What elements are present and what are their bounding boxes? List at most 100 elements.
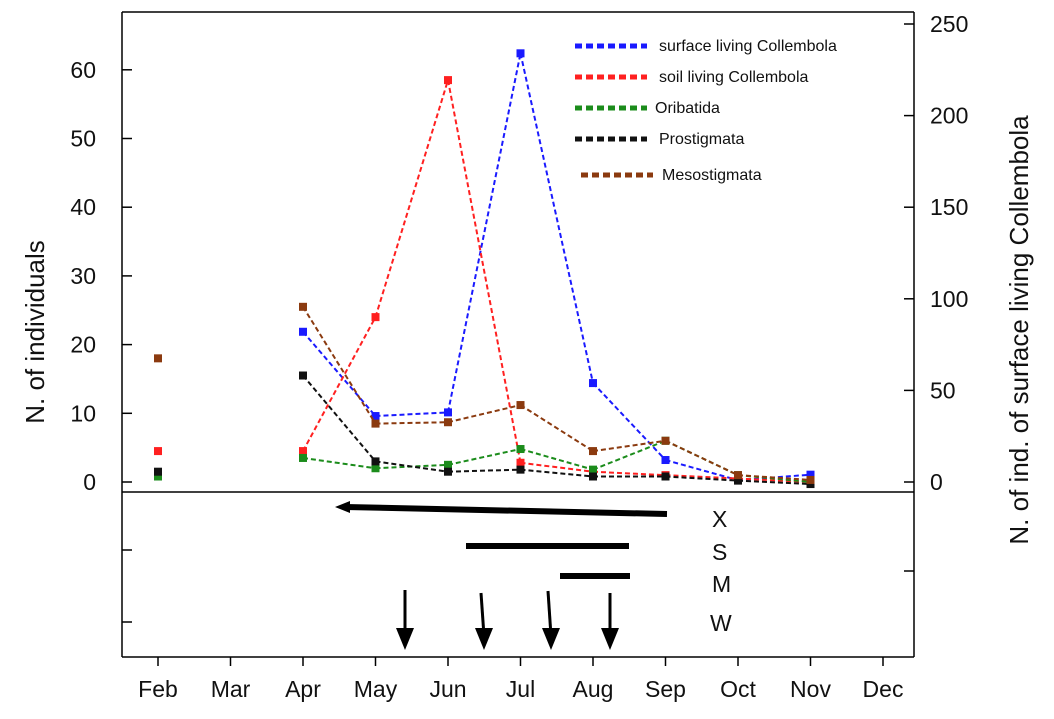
data-point — [516, 458, 525, 467]
x-tick-label: May — [354, 676, 398, 702]
data-point — [154, 447, 162, 456]
x-tick-label: Jun — [429, 676, 466, 702]
data-point — [154, 472, 162, 481]
x-tick-label: Nov — [790, 676, 831, 702]
y-tick-label: 10 — [70, 400, 96, 426]
series-line-segment — [592, 382, 667, 461]
y-tick-label: 20 — [70, 332, 96, 358]
series-line-segment — [520, 448, 594, 471]
data-point — [661, 436, 670, 445]
data-point — [154, 354, 162, 363]
y2-tick-label: 0 — [930, 469, 943, 495]
data-point — [806, 480, 815, 489]
y2-tick-label: 250 — [930, 11, 968, 37]
y-tick-label: 40 — [70, 194, 96, 220]
y2-tick-label: 150 — [930, 194, 968, 220]
data-point — [589, 472, 597, 481]
series-line-segment — [447, 448, 521, 466]
series-line-segment — [519, 53, 594, 384]
legend-label: surface living Collembola — [659, 38, 837, 55]
series-line-segment — [447, 404, 521, 424]
series-line-segment — [447, 79, 522, 463]
data-point — [734, 476, 742, 485]
period-bar-x-arrowhead — [335, 501, 350, 513]
y-tick-label: 50 — [70, 126, 96, 152]
data-point — [299, 453, 307, 462]
x-tick-label: Jul — [506, 676, 535, 702]
series-line-segment — [447, 468, 521, 473]
data-point — [444, 460, 452, 469]
data-point — [299, 302, 307, 311]
data-point — [444, 467, 452, 476]
series-layer — [154, 49, 815, 489]
series-line-segment — [302, 331, 377, 417]
w-arrow-head — [396, 628, 414, 650]
y2-axis-ticks: 0 50 100 150 200 250 — [904, 11, 968, 495]
w-arrow-head — [542, 628, 560, 650]
data-point — [154, 467, 162, 476]
series-3 — [154, 371, 815, 489]
series-line-segment — [665, 459, 739, 482]
legend-label: Mesostigmata — [662, 167, 762, 184]
w-arrow-head — [475, 628, 493, 650]
series-line-segment — [520, 468, 594, 478]
data-point — [444, 76, 452, 85]
data-point — [371, 419, 380, 428]
data-point — [371, 412, 380, 421]
data-point — [444, 408, 452, 417]
series-line-segment — [447, 53, 522, 413]
x-tick-label: Feb — [138, 676, 178, 702]
y2-tick-label: 50 — [930, 377, 956, 403]
y2-tick-label: 200 — [930, 103, 968, 129]
period-bar-x — [344, 504, 668, 517]
period-label-s: S — [712, 539, 727, 565]
y-tick-label: 60 — [70, 57, 96, 83]
series-line-segment — [375, 421, 449, 425]
data-point — [661, 456, 670, 465]
data-point — [299, 447, 307, 456]
series-line-segment — [375, 460, 449, 473]
data-point — [444, 418, 452, 427]
series-4 — [154, 302, 815, 484]
series-line-segment — [592, 439, 666, 471]
y-axis-ticks: 0 10 20 30 40 50 60 — [70, 57, 132, 495]
data-point — [299, 371, 307, 380]
data-point — [806, 475, 815, 484]
period-label-w: W — [710, 610, 732, 636]
series-line-segment — [302, 306, 377, 425]
x-axis-ticks: Feb Mar Apr May Jun Jul Aug Sep Oct Nov Dec — [138, 657, 903, 702]
plot-frame — [121, 11, 915, 658]
series-line-segment — [592, 470, 666, 477]
series-line-segment — [665, 475, 739, 482]
data-point — [516, 445, 525, 454]
x-tick-label: Sep — [645, 676, 686, 702]
series-line-segment — [737, 474, 811, 481]
data-point — [516, 401, 525, 410]
series-line-segment — [375, 411, 449, 418]
y2-axis-title: N. of ind. of surface living Collembola — [1004, 115, 1034, 545]
series-line-segment — [519, 404, 594, 452]
y-tick-label: 0 — [83, 469, 96, 495]
w-arrow-head — [601, 628, 619, 650]
data-point — [299, 327, 307, 336]
x-tick-label: Apr — [285, 676, 321, 702]
series-line-segment — [665, 439, 739, 477]
data-point — [516, 465, 525, 474]
legend-label: Prostigmata — [659, 131, 744, 148]
x-tick-label: Mar — [211, 676, 251, 702]
data-point — [371, 313, 380, 322]
series-line-segment — [302, 456, 376, 470]
data-point — [589, 465, 597, 474]
data-point — [734, 471, 742, 480]
data-point — [661, 472, 670, 481]
legend-label: Oribatida — [655, 100, 720, 117]
x-tick-label: Oct — [720, 676, 756, 702]
data-point — [589, 447, 597, 456]
legend: surface living Collembola soil living Col… — [575, 38, 837, 184]
data-point — [589, 379, 597, 388]
series-line-segment — [302, 316, 377, 452]
series-line-segment — [374, 79, 449, 318]
y-axis-title: N. of individuals — [20, 240, 50, 424]
data-point — [371, 464, 380, 473]
